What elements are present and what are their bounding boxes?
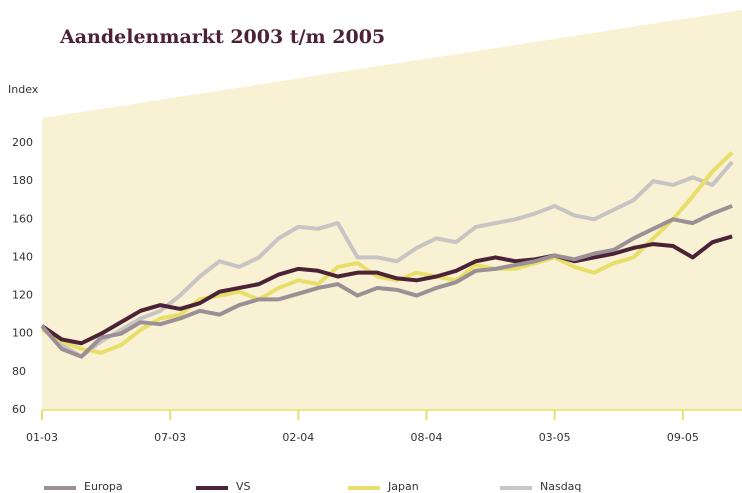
- legend-label: Europa: [84, 480, 123, 493]
- series-line: [40, 234, 733, 346]
- series-line: [40, 160, 734, 359]
- plot-background: [42, 10, 742, 410]
- y-tick-label: 80: [12, 365, 26, 378]
- y-tick-label: 120: [12, 289, 33, 302]
- x-tick-label: 09-05: [667, 431, 699, 444]
- y-tick-label: 140: [12, 250, 33, 263]
- x-tick-label: 03-05: [539, 431, 571, 444]
- y-tick-label: 100: [12, 327, 33, 340]
- y-tick-label: 160: [12, 212, 33, 225]
- chart-title: Aandelenmarkt 2003 t/m 2005: [59, 26, 385, 48]
- series-line: [40, 151, 734, 355]
- legend-label: Nasdaq: [540, 480, 581, 493]
- x-tick-label: 07-03: [154, 431, 186, 444]
- series-line: [40, 204, 733, 359]
- y-tick-label: 200: [12, 136, 33, 149]
- y-tick-label: 60: [12, 403, 26, 416]
- x-tick-label: 01-03: [26, 431, 58, 444]
- y-axis-label: Index: [8, 83, 39, 96]
- y-tick-label: 180: [12, 174, 33, 187]
- legend-label: VS: [236, 480, 251, 493]
- x-tick-label: 02-04: [282, 431, 314, 444]
- x-tick-label: 08-04: [411, 431, 443, 444]
- legend-label: Japan: [387, 480, 419, 493]
